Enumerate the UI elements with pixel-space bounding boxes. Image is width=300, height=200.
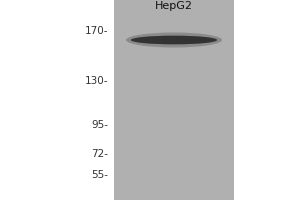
Text: 72-: 72-: [91, 149, 108, 159]
Bar: [114, 0, 234, 200]
Text: 170-: 170-: [85, 26, 108, 36]
Text: 55-: 55-: [91, 170, 108, 180]
Text: 95-: 95-: [91, 120, 108, 130]
Text: 130-: 130-: [85, 76, 108, 86]
Text: HepG2: HepG2: [155, 1, 193, 11]
Ellipse shape: [126, 32, 222, 47]
Ellipse shape: [131, 36, 217, 44]
